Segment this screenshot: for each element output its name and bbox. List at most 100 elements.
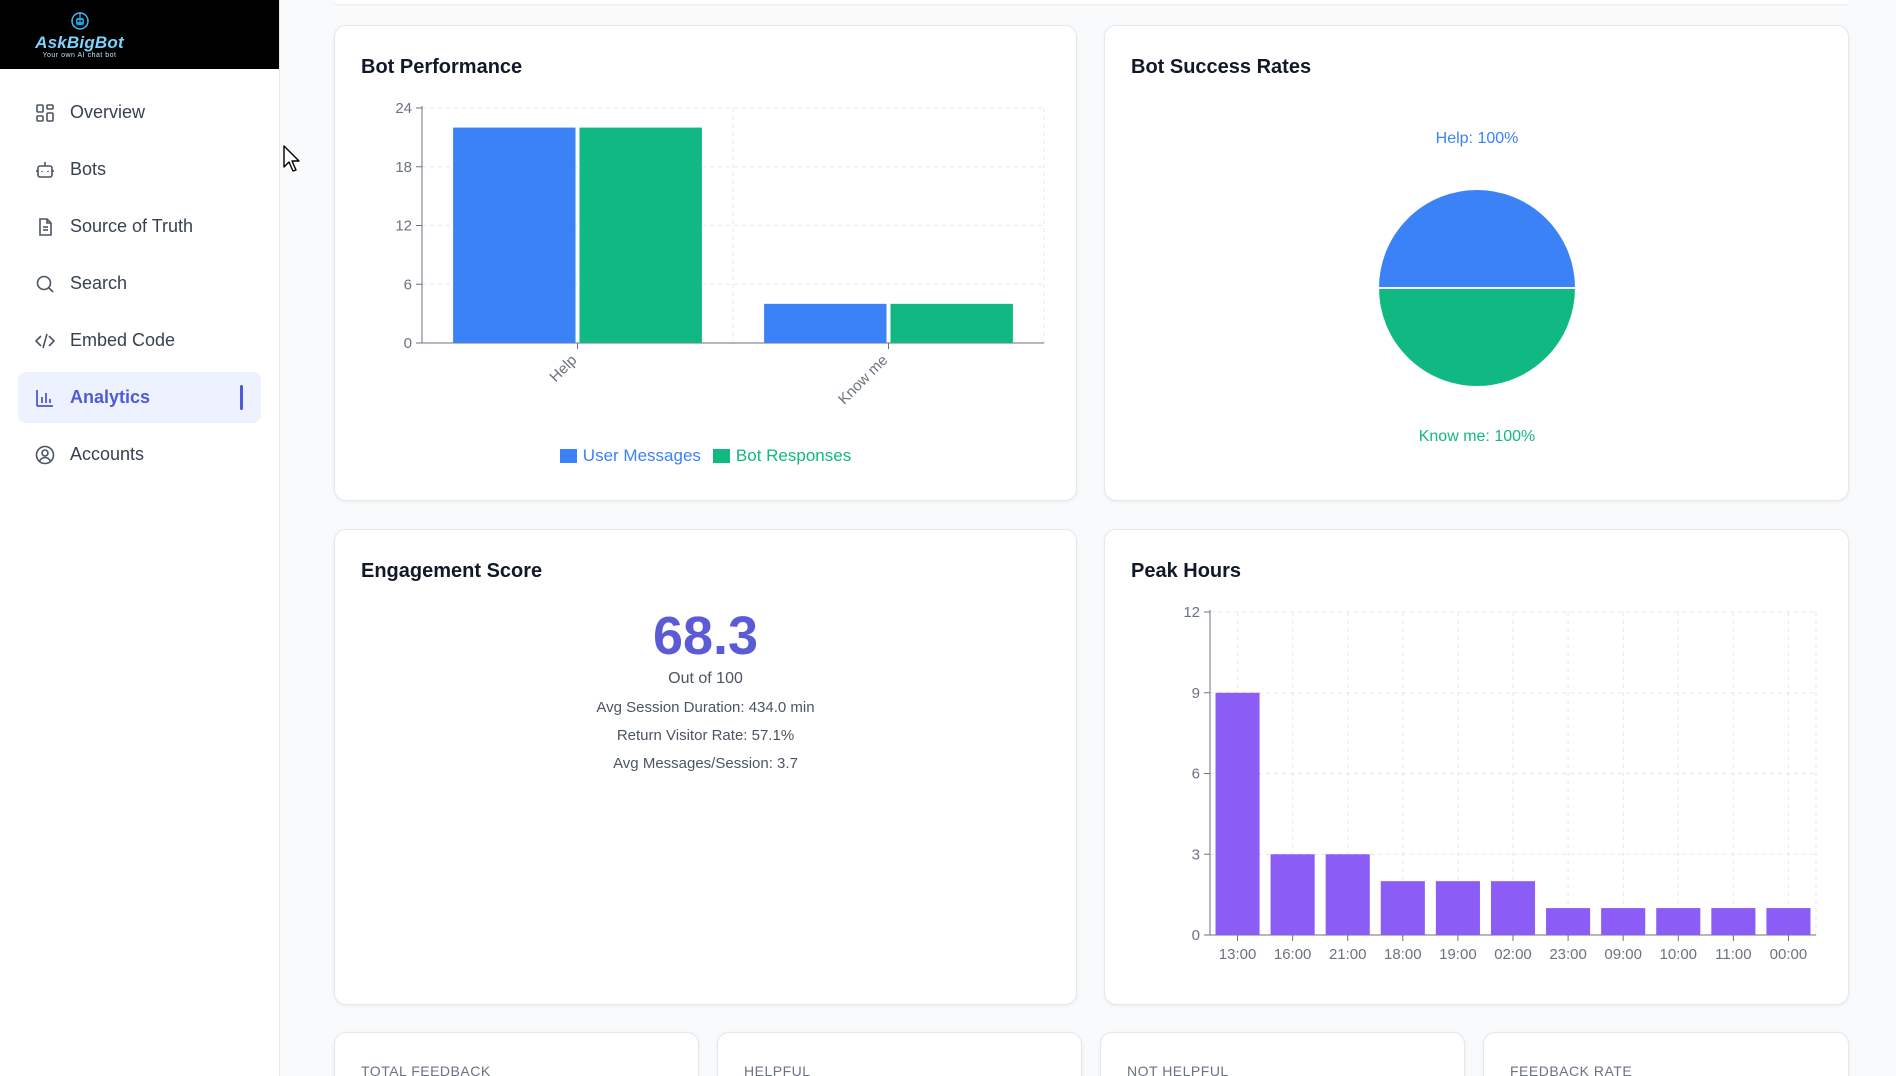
avg-session-duration: Avg Session Duration: 434.0 min [596, 699, 815, 717]
pie-label: Help: 100% [1436, 130, 1519, 147]
sidebar-item-source-of-truth[interactable]: Source of Truth [18, 201, 261, 252]
sidebar: AskBigBot Your own AI chat bot Overview … [0, 0, 280, 1076]
x-tick-label: 11:00 [1715, 946, 1751, 963]
sidebar-item-label: Search [70, 273, 128, 293]
sidebar-item-embed-code[interactable]: Embed Code [18, 315, 261, 366]
x-tick-label: 09:00 [1604, 946, 1642, 963]
x-tick-label: 00:00 [1770, 946, 1808, 963]
not-helpful-label: NOT HELPFUL [1127, 1063, 1229, 1076]
bot-performance-card: Bot Performance 0 6 12 18 24 Help Know me User… [334, 25, 1077, 501]
y-tick-label: 3 [1192, 846, 1200, 863]
bot-success-card: Bot Success Rates Help: 100% Know me: 100… [1104, 25, 1849, 501]
sidebar-item-bots[interactable]: Bots [18, 144, 261, 195]
x-tick-label: 18:00 [1384, 946, 1422, 963]
x-tick-label: 23:00 [1549, 946, 1587, 963]
sidebar-item-label: Embed Code [70, 330, 176, 350]
pie-slice-help [1376, 188, 1578, 289]
chart-legend: User Messages Bot Responses [335, 446, 1076, 466]
code-icon [35, 333, 55, 348]
bar-hour [1215, 692, 1260, 935]
feedback-rate-card: FEEDBACK RATE [1483, 1032, 1849, 1076]
bot-success-pie-chart: Help: 100% Know me: 100% [1376, 130, 1578, 445]
feedback-rate-label: FEEDBACK RATE [1510, 1063, 1633, 1076]
bar-hour [1546, 908, 1591, 935]
legend-label: Bot Responses [735, 446, 852, 465]
x-tick-label: 19:00 [1439, 946, 1477, 963]
x-tick-label: Help [546, 352, 580, 386]
x-tick-label: 13:00 [1219, 946, 1257, 963]
x-tick-label: 21:00 [1329, 946, 1367, 963]
bot-icon [36, 161, 54, 178]
y-tick-label: 18 [395, 159, 412, 176]
brand-tagline: Your own AI chat bot [42, 52, 117, 59]
bar-user-messages [453, 127, 576, 343]
legend-label: User Messages [582, 446, 701, 465]
sidebar-item-accounts[interactable]: Accounts [18, 429, 261, 480]
sidebar-item-analytics[interactable]: Analytics [18, 372, 261, 423]
y-tick-label: 12 [1183, 604, 1200, 621]
y-tick-label: 24 [395, 100, 412, 117]
x-tick-label: 02:00 [1494, 946, 1532, 963]
y-tick-label: 0 [1192, 927, 1200, 944]
helpful-card: HELPFUL [717, 1032, 1082, 1076]
bar-hour [1601, 908, 1646, 935]
pie-slice-know-me [1376, 287, 1578, 388]
main-content: Bot Performance 0 6 12 18 24 Help Know me User… [306, 0, 1874, 1076]
y-tick-label: 12 [395, 218, 412, 235]
x-tick-label: Know me [835, 352, 891, 408]
legend-bot-responses[interactable]: Bot Responses [712, 446, 852, 466]
y-tick-label: 0 [404, 335, 412, 352]
helpful-label: HELPFUL [744, 1063, 811, 1076]
pie-label: Know me: 100% [1419, 428, 1536, 445]
sidebar-item-overview[interactable]: Overview [18, 87, 261, 138]
bar-bot-responses [890, 303, 1013, 343]
sidebar-item-label: Source of Truth [70, 216, 194, 236]
brand-name: AskBigBot [35, 33, 124, 52]
engagement-summary: 68.3 Out of 100 Avg Session Duration: 43… [335, 606, 1076, 773]
bar-hour [1490, 881, 1536, 935]
mouse-cursor-icon [283, 145, 300, 172]
bar-hour [1270, 854, 1315, 935]
y-tick-label: 6 [1192, 766, 1200, 783]
card-title: Bot Performance [361, 56, 523, 78]
grid-icon [36, 103, 54, 122]
sidebar-item-label: Analytics [70, 387, 151, 407]
card-title: Peak Hours [1131, 560, 1242, 582]
avg-messages-per-session: Avg Messages/Session: 3.7 [613, 755, 798, 773]
bar-hour [1325, 854, 1370, 935]
y-tick-label: 9 [1192, 685, 1200, 702]
peak-hours-chart: 0 3 6 9 12 13:00 16:00 21:00 18:00 19:00 02:00 23:0… [1183, 604, 1817, 963]
total-feedback-card: TOTAL FEEDBACK [334, 1032, 699, 1076]
peak-hours-card: Peak Hours 0 3 6 9 12 13:00 16:00 21:00 18:00 19:… [1104, 529, 1849, 1005]
logo[interactable]: AskBigBot Your own AI chat bot [0, 0, 279, 69]
x-tick-label: 10:00 [1659, 946, 1697, 963]
return-visitor-rate: Return Visitor Rate: 57.1% [616, 727, 795, 745]
document-icon [39, 217, 52, 236]
chart-icon [36, 389, 53, 407]
sidebar-item-label: Overview [70, 102, 146, 122]
bot-performance-chart: 0 6 12 18 24 Help Know me [395, 100, 1045, 408]
engagement-score-value: 68.3 [652, 606, 759, 666]
legend-user-messages[interactable]: User Messages [559, 446, 701, 466]
bar-hour [1380, 881, 1425, 935]
bar-hour [1656, 908, 1701, 935]
sidebar-item-label: Accounts [70, 444, 145, 464]
total-feedback-label: TOTAL FEEDBACK [361, 1063, 491, 1076]
bar-bot-responses [579, 127, 702, 343]
sidebar-nav: Overview Bots Source of Truth Search [0, 87, 279, 480]
bar-hour [1711, 908, 1756, 935]
sidebar-item-search[interactable]: Search [18, 258, 261, 309]
card-title: Engagement Score [361, 560, 543, 582]
bar-hour [1435, 881, 1480, 935]
not-helpful-card: NOT HELPFUL [1100, 1032, 1465, 1076]
engagement-score-caption: Out of 100 [668, 670, 743, 688]
engagement-score-card: Engagement Score 68.3 Out of 100 Avg Ses… [334, 529, 1077, 1005]
legend-swatch [559, 449, 577, 463]
sidebar-item-label: Bots [70, 159, 107, 179]
previous-card-edge [334, 0, 1849, 4]
y-tick-label: 6 [404, 276, 412, 293]
robot-logo-icon [67, 10, 93, 32]
user-circle-icon [35, 445, 55, 464]
legend-swatch [712, 449, 730, 463]
card-title: Bot Success Rates [1131, 56, 1312, 78]
